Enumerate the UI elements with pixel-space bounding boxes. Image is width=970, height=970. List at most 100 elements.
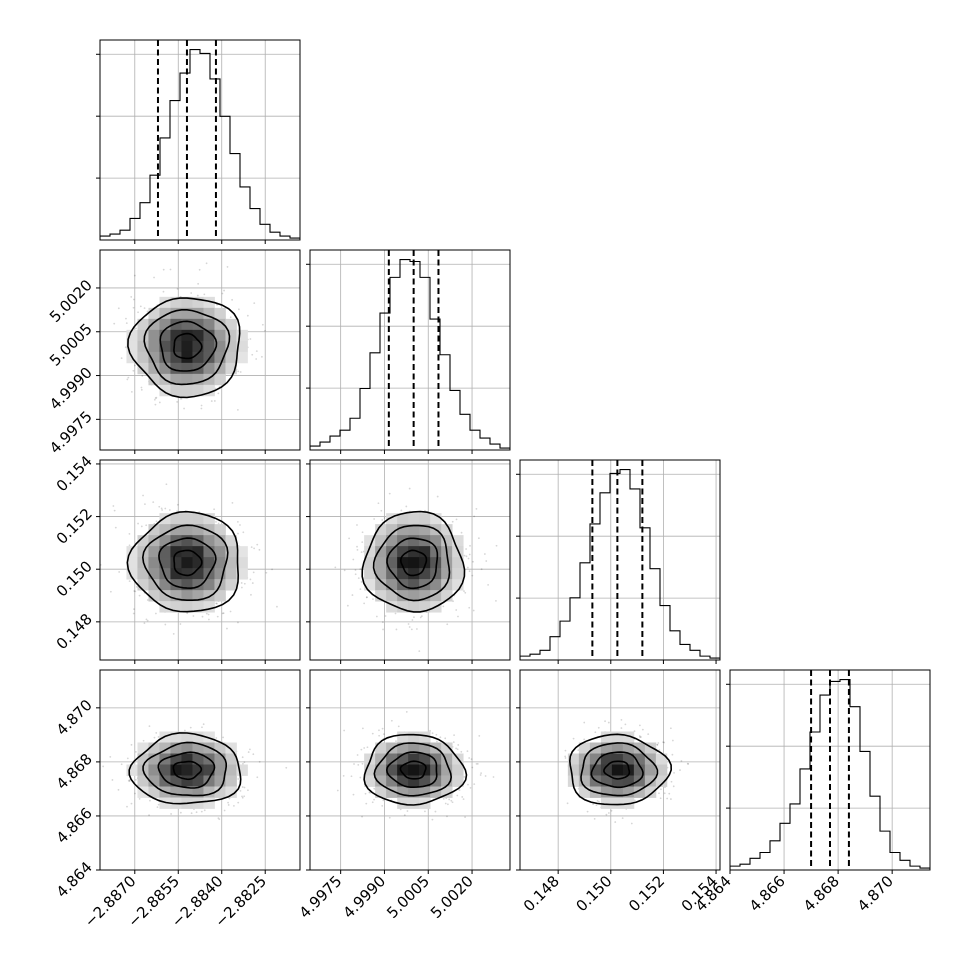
sample-point — [213, 400, 216, 402]
sample-point — [431, 818, 434, 821]
sample-point — [633, 799, 636, 802]
density-cell — [397, 753, 409, 765]
sample-point — [614, 821, 617, 823]
density-cell — [214, 742, 226, 754]
density-cell — [148, 590, 160, 602]
contour-line — [141, 524, 229, 601]
density-cell — [397, 546, 409, 558]
sample-point — [130, 802, 133, 805]
sample-point — [572, 737, 575, 740]
sample-point — [125, 317, 127, 320]
sample-point — [200, 810, 203, 813]
sample-point — [157, 736, 160, 738]
density-cell — [386, 535, 398, 547]
sample-point — [460, 531, 463, 534]
density-cell — [181, 590, 193, 602]
sample-point — [672, 785, 675, 788]
density-cell — [600, 786, 613, 798]
sample-point — [424, 810, 426, 813]
density-cell — [137, 742, 149, 754]
density-cell — [137, 329, 149, 342]
sample-point — [205, 612, 208, 615]
density-cell — [430, 579, 442, 591]
sample-point — [180, 397, 183, 400]
sample-point — [354, 573, 357, 576]
density-cell — [644, 775, 657, 787]
density-cell — [397, 590, 409, 602]
density-cell — [633, 786, 646, 798]
panel-frame — [519, 459, 721, 661]
density-cell — [181, 307, 193, 320]
density-cell — [452, 568, 464, 580]
sample-point — [239, 524, 241, 526]
sample-point — [660, 788, 662, 791]
density-cell — [181, 318, 193, 331]
sample-point — [467, 783, 469, 786]
x-tick-label: 4.866 — [746, 872, 789, 915]
sample-point — [356, 548, 359, 551]
sample-point — [487, 583, 490, 586]
contour-line — [126, 510, 240, 613]
sample-point — [384, 615, 387, 617]
sample-point — [411, 619, 414, 621]
density-cell — [375, 590, 387, 602]
density-cell — [181, 340, 193, 353]
sample-point — [140, 388, 143, 391]
density-cell — [375, 753, 387, 765]
density-cell — [170, 601, 182, 613]
sample-point — [564, 755, 567, 758]
sample-point — [241, 795, 243, 798]
density-cell — [137, 775, 149, 787]
sample-point — [132, 369, 135, 372]
density-cell — [567, 775, 580, 787]
histogram-panel — [96, 39, 301, 244]
density-cell — [225, 329, 237, 342]
sample-point — [140, 386, 143, 389]
density-cell — [159, 362, 171, 375]
y-tick-label: 4.9990 — [46, 364, 96, 414]
density-cell — [192, 742, 204, 754]
density-cell — [397, 764, 409, 776]
sample-point — [201, 726, 203, 729]
density-cell — [364, 764, 376, 776]
sample-point — [382, 733, 385, 736]
y-tick-label: 0.150 — [53, 557, 96, 600]
density-cell — [148, 524, 160, 536]
sample-point — [143, 307, 146, 310]
density-cell — [364, 579, 376, 591]
sample-point — [237, 778, 240, 780]
sample-point — [132, 612, 135, 615]
density-cell — [159, 579, 171, 591]
density-cell — [192, 513, 204, 525]
density-cell — [225, 742, 237, 754]
density-cell — [364, 535, 376, 547]
sample-point — [154, 397, 157, 400]
sample-point — [222, 736, 225, 739]
sample-point — [436, 495, 439, 498]
sample-point — [127, 376, 130, 379]
density-cell — [386, 513, 398, 525]
density-cell — [181, 753, 193, 765]
density-cell — [214, 373, 226, 386]
sample-point — [353, 763, 355, 765]
density-cell — [589, 753, 602, 765]
sample-point — [243, 582, 246, 585]
sample-point — [192, 615, 195, 617]
sample-point — [134, 750, 137, 753]
sample-point — [463, 554, 466, 557]
sample-point — [271, 568, 273, 571]
sample-point — [668, 792, 671, 795]
sample-point — [169, 268, 172, 271]
sample-point — [382, 628, 384, 631]
contour-line — [158, 537, 217, 590]
sample-point — [109, 756, 112, 758]
sample-point — [160, 507, 163, 510]
sample-point — [158, 505, 161, 508]
sample-point — [473, 783, 476, 785]
sample-point — [364, 792, 367, 795]
sample-point — [190, 292, 193, 294]
density-cell — [214, 351, 226, 364]
density-cell — [397, 797, 409, 809]
x-tick-label: 0.148 — [520, 872, 563, 915]
